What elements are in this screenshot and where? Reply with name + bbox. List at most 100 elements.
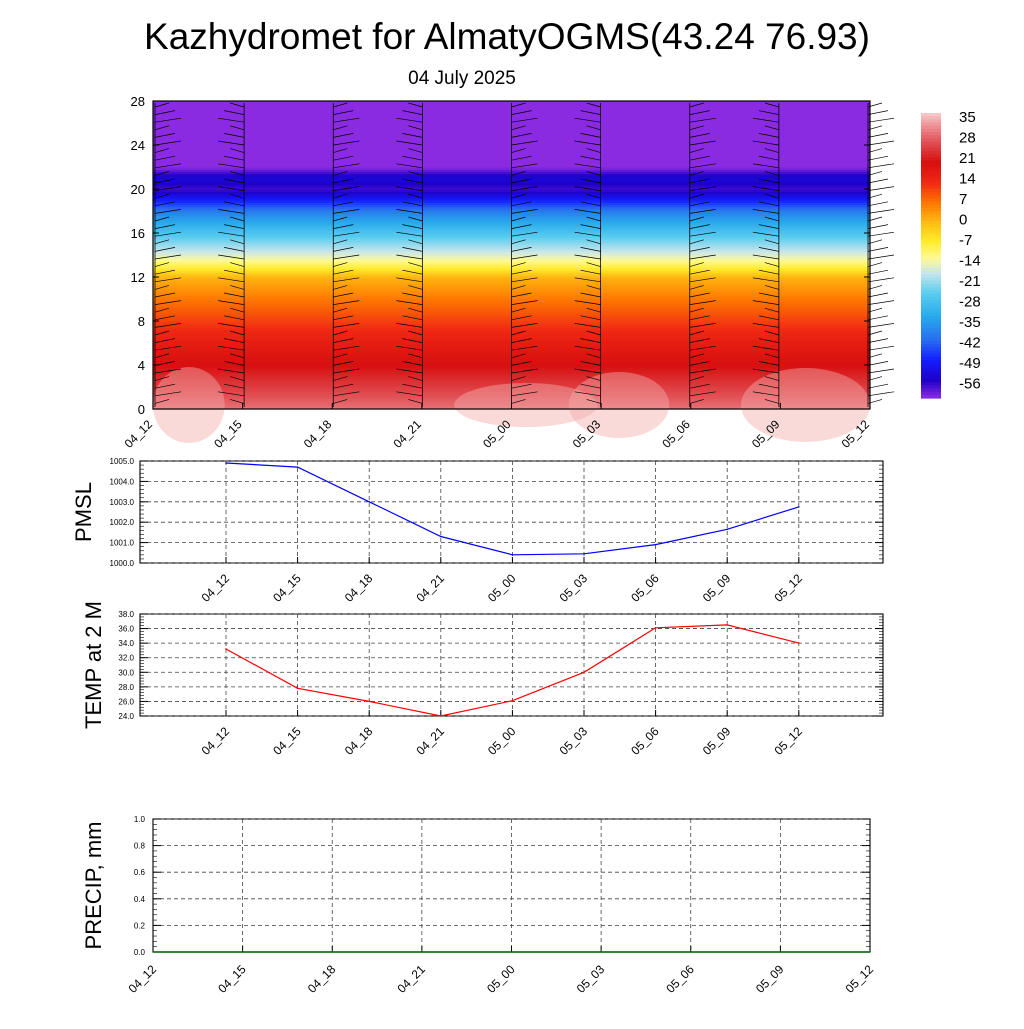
wind-barb xyxy=(333,391,360,397)
colorbar-label: -35 xyxy=(959,314,981,331)
wind-barb xyxy=(333,117,360,123)
wind-barb xyxy=(154,300,182,305)
wind-barb xyxy=(689,209,716,214)
colorbar-swatch xyxy=(921,252,941,257)
y-tick-label: 8 xyxy=(138,314,145,329)
wind-barb xyxy=(689,178,710,184)
x-tick-label: 05_00 xyxy=(484,962,518,996)
colorbar-swatch xyxy=(921,132,941,136)
wind-barb xyxy=(752,140,779,146)
wind-barb xyxy=(511,353,526,359)
wind-barb xyxy=(333,216,348,222)
wind-barb xyxy=(511,209,538,214)
colorbar-swatch xyxy=(921,258,941,263)
wind-barb xyxy=(511,140,538,146)
wind-barb xyxy=(867,224,889,229)
x-tick-label: 04_15 xyxy=(215,962,249,996)
wind-barb xyxy=(218,368,245,374)
wind-barb xyxy=(402,110,423,115)
y-tick-label: 1005.0 xyxy=(110,457,135,466)
colorbar-swatch xyxy=(921,268,941,272)
wind-barb xyxy=(689,285,704,290)
colorbar-swatch xyxy=(921,382,941,386)
y-tick-label: 1.0 xyxy=(134,815,146,824)
wind-barb xyxy=(230,307,245,313)
data-point xyxy=(654,543,657,546)
wind-barb xyxy=(764,376,779,381)
colorbar-swatch xyxy=(921,312,941,317)
colorbar-label: -56 xyxy=(959,376,981,393)
wind-barb xyxy=(154,239,170,245)
wind-barb xyxy=(867,338,889,343)
wind-barb xyxy=(867,300,895,305)
wind-barb xyxy=(758,269,779,275)
wind-barb xyxy=(224,315,245,321)
wind-barb xyxy=(333,323,360,328)
wind-barb xyxy=(867,292,889,298)
wind-barb xyxy=(408,148,423,153)
wind-barb xyxy=(408,353,423,359)
wind-barb xyxy=(408,102,423,108)
x-tick-label: 05_03 xyxy=(557,571,591,605)
wind-barb xyxy=(333,201,354,207)
colorbar-label: -42 xyxy=(959,335,981,352)
colorbar-swatch xyxy=(921,147,941,152)
colorbar-swatch xyxy=(921,223,941,228)
wind-barb xyxy=(580,155,601,161)
colorbar-swatch xyxy=(921,388,941,393)
wind-barb xyxy=(689,353,704,359)
wind-barb xyxy=(574,117,601,123)
wind-barb xyxy=(333,292,354,298)
y-tick-label: 24 xyxy=(131,138,145,153)
wind-barb xyxy=(154,254,182,260)
colorbar-swatch xyxy=(921,189,941,193)
wind-barb xyxy=(511,399,526,404)
wind-barb xyxy=(230,171,245,176)
wind-barb xyxy=(154,224,176,229)
wind-barb xyxy=(511,262,526,267)
data-point xyxy=(726,528,728,531)
wind-barb xyxy=(580,383,601,389)
wind-barb xyxy=(218,391,245,397)
colorbar-swatch xyxy=(921,163,941,168)
wind-barb xyxy=(218,231,245,237)
wind-barb xyxy=(408,216,423,222)
wind-barb xyxy=(764,193,779,199)
y-tick-label: 16 xyxy=(131,226,145,241)
wind-barb xyxy=(402,338,423,343)
wind-barb xyxy=(396,391,423,397)
wind-barb xyxy=(333,277,360,283)
colorbar-swatch xyxy=(921,211,941,215)
wind-barb xyxy=(396,345,423,351)
colorbar-swatch xyxy=(921,173,941,177)
wind-barb xyxy=(333,269,354,275)
wind-barb xyxy=(867,391,895,397)
wind-barb xyxy=(764,353,779,359)
wind-barb xyxy=(867,201,889,207)
colorbar-swatch xyxy=(921,334,941,339)
wind-barb xyxy=(408,125,423,131)
y-tick-label: 0.4 xyxy=(134,895,146,904)
data-point xyxy=(296,687,299,690)
wind-barb xyxy=(689,155,710,161)
wind-barb xyxy=(333,285,348,290)
wind-barb xyxy=(689,383,710,389)
wind-barb xyxy=(758,110,779,115)
wind-barb xyxy=(764,307,779,313)
wind-barb xyxy=(230,125,245,131)
wind-barb xyxy=(867,323,895,328)
wind-barb xyxy=(511,247,532,252)
wind-barb xyxy=(230,239,245,245)
wind-barb xyxy=(586,307,601,313)
wind-barb xyxy=(224,110,245,115)
wind-barb xyxy=(408,307,423,313)
heatmap-warm-patch xyxy=(740,368,870,442)
wind-barb xyxy=(764,262,779,267)
wind-barb xyxy=(154,353,170,359)
wind-barb xyxy=(154,383,176,389)
wind-barb xyxy=(758,155,779,161)
wind-barb xyxy=(224,361,245,366)
wind-barb xyxy=(586,330,601,336)
wind-barb xyxy=(511,323,538,328)
